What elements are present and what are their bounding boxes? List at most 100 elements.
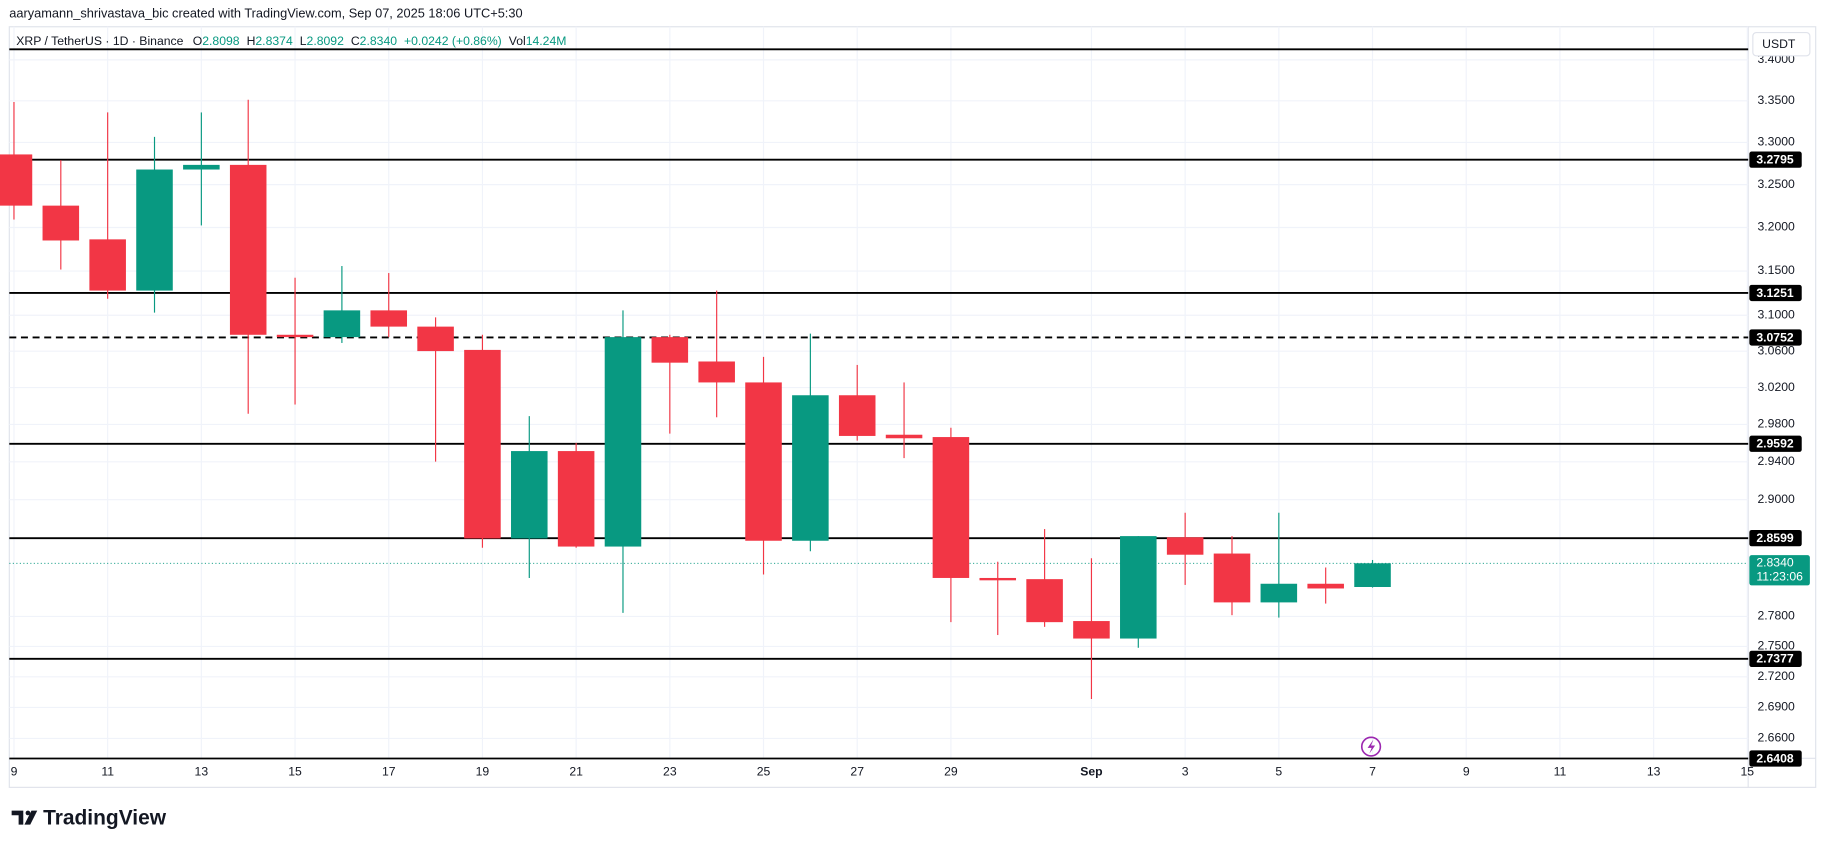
candle-body [0, 154, 33, 206]
candle-body [1120, 536, 1157, 639]
logo [11, 810, 38, 825]
y-tick-label: 2.9800 [1757, 417, 1795, 431]
candle-body [838, 395, 876, 436]
countdown: 11:23:06 [1756, 569, 1803, 583]
last-price-box [1749, 555, 1810, 586]
level-label: 2.7377 [1756, 652, 1794, 666]
currency-box[interactable] [1752, 31, 1811, 57]
currency: USDT [1762, 37, 1796, 51]
last-price-label: 2.8340 [1756, 556, 1794, 570]
y-tick-label: 2.6600 [1757, 731, 1795, 745]
high-label: H [247, 34, 256, 48]
y-tick-label: 2.7500 [1757, 639, 1795, 653]
legend-header: XRP / TetherUS · 1D · Binance O2.8098 H2.8… [16, 34, 566, 48]
candle-body [1307, 583, 1344, 589]
candle-body [792, 395, 829, 541]
x-tick-label: 27 [850, 764, 864, 778]
grid [9, 26, 1749, 759]
candle-body [979, 577, 1017, 581]
x-tick-label: 13 [195, 764, 209, 778]
candle-body [183, 164, 220, 170]
candle-body [651, 337, 689, 363]
y-tick-label: 3.0600 [1757, 343, 1795, 357]
volume-value: 14.24M [526, 34, 567, 48]
x-tick-label: 21 [569, 764, 583, 778]
level-label: 2.6408 [1756, 751, 1794, 765]
candle-body [698, 361, 735, 383]
x-tick-label: 9 [11, 764, 18, 778]
x-tick-label: 7 [1369, 764, 1376, 778]
brand: TradingView [43, 806, 167, 829]
level-label-box [1749, 529, 1802, 547]
volume-label: Vol [509, 34, 526, 48]
candle-body [323, 310, 361, 338]
level-label: 2.9592 [1756, 437, 1794, 451]
open-label: O [193, 34, 203, 48]
level-label-box [1749, 650, 1802, 668]
attribution: aaryamann_shrivastava_bic created with T… [9, 5, 522, 20]
x-tick-label: 29 [944, 764, 958, 778]
level-label-box [1749, 750, 1802, 767]
close-label: C [351, 34, 360, 48]
x-tick-label: 19 [476, 764, 490, 778]
candles [0, 99, 1391, 700]
candle-body [1354, 563, 1391, 587]
level-label-box [1749, 151, 1802, 168]
x-tick-label: 11 [101, 764, 114, 778]
candle-body [557, 451, 595, 547]
y-tick-label: 2.7800 [1757, 609, 1795, 623]
level-label-box [1749, 284, 1802, 302]
y-tick-label: 2.6900 [1757, 700, 1795, 714]
low-label: L [300, 34, 307, 48]
y-tick-label: 3.1500 [1757, 263, 1795, 277]
x-tick-label: 17 [382, 764, 396, 778]
x-tick-label: 9 [1463, 764, 1470, 778]
candle-body [136, 169, 173, 291]
x-tick-label: 3 [1182, 764, 1189, 778]
x-tick-label: 11 [1554, 764, 1567, 778]
candle-body [604, 337, 642, 547]
x-tick-label: 23 [663, 764, 677, 778]
candle-body [1213, 553, 1251, 603]
levels [9, 48, 1749, 760]
candle-body [1260, 583, 1298, 603]
candle-body [417, 326, 454, 352]
y-tick-label: 3.2000 [1757, 220, 1795, 234]
open-value: 2.8098 [202, 34, 240, 48]
lightning-icon[interactable] [1360, 736, 1382, 757]
level-label: 3.1251 [1756, 286, 1794, 300]
x-tick-label: 15 [1741, 764, 1755, 778]
candle-body [89, 239, 126, 291]
x-tick-label: 15 [288, 764, 302, 778]
candle-body [276, 334, 314, 338]
candle-body [932, 437, 970, 578]
x-tick-label: 5 [1275, 764, 1282, 778]
level-label: 3.2795 [1756, 152, 1794, 166]
candle-body [229, 164, 267, 335]
level-label-box [1749, 329, 1802, 346]
x-tick-label: Sep [1080, 764, 1102, 778]
close-value: 2.8340 [360, 34, 398, 48]
y-tick-label: 3.0200 [1757, 380, 1795, 394]
level-label: 3.0752 [1756, 330, 1794, 344]
candle-body [1166, 537, 1204, 555]
axes: 3.40003.35003.30003.25003.20003.15003.10… [11, 52, 1810, 778]
candle-body [1073, 621, 1110, 639]
candle-body [885, 434, 923, 439]
candle-body [464, 349, 501, 539]
level-label-box [1749, 435, 1802, 452]
candle-body [370, 310, 408, 327]
high-value: 2.8374 [255, 34, 293, 48]
level-label: 2.8599 [1756, 531, 1794, 545]
y-tick-label: 2.9000 [1757, 492, 1795, 506]
candle-body [1026, 579, 1063, 623]
x-tick-label: 13 [1647, 764, 1661, 778]
candle-body [511, 451, 548, 539]
candle-body [745, 382, 782, 541]
y-tick-label: 3.3000 [1757, 135, 1795, 149]
x-tick-label: 25 [757, 764, 771, 778]
y-tick-label: 3.3500 [1757, 93, 1795, 107]
y-tick-label: 2.7200 [1757, 669, 1795, 683]
y-tick-label: 3.2500 [1757, 177, 1795, 191]
